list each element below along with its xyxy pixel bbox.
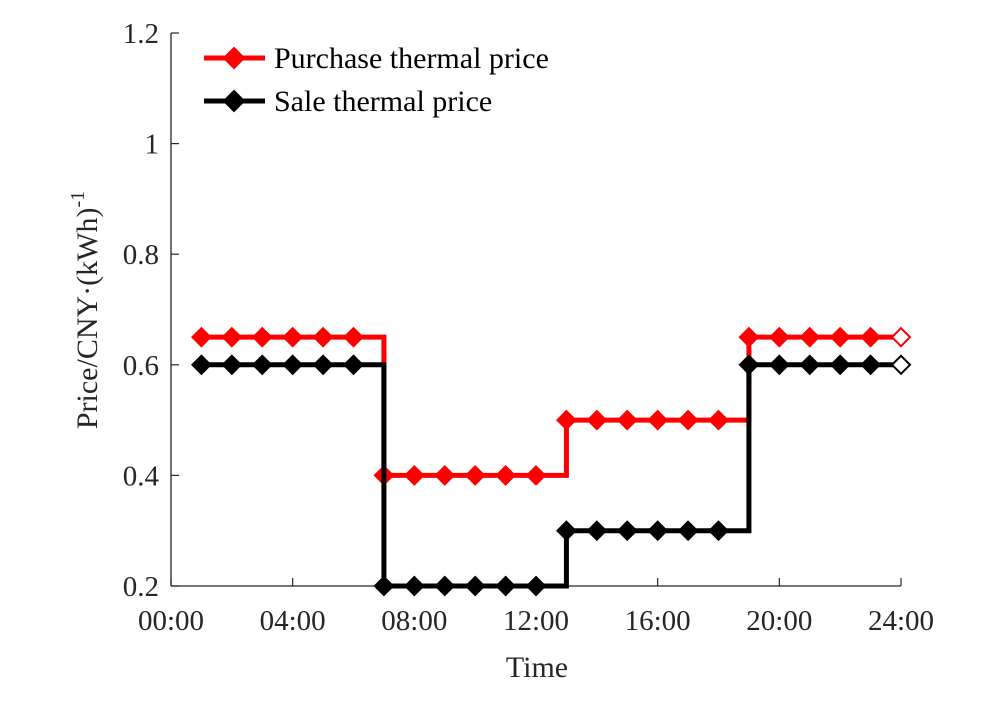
data-point	[890, 354, 912, 376]
data-point	[616, 409, 638, 431]
data-point	[434, 575, 456, 597]
data-point	[708, 520, 729, 542]
data-point	[312, 326, 334, 348]
data-point	[343, 326, 364, 348]
data-point	[768, 354, 790, 376]
y-tick-label: 0.6	[123, 350, 159, 382]
data-point	[495, 464, 516, 486]
data-point	[677, 409, 699, 431]
y-tick-label: 1	[145, 129, 160, 161]
axes: 0.2 0.4 0.6 0.8 1 1.2 00:00 04:00 08:00 12:00 16:0…	[123, 18, 934, 637]
data-point	[373, 575, 395, 597]
data-point	[464, 464, 486, 486]
series-line	[201, 334, 901, 478]
y-axis-title-text: Price/CNY·(kWh)	[71, 208, 104, 430]
legend: Purchase thermal price Sale thermal price	[204, 42, 549, 118]
data-point	[464, 575, 486, 597]
data-point	[829, 326, 851, 348]
y-axis-title: Price/CNY·(kWh)-1	[67, 191, 104, 429]
x-tick-label: 08:00	[381, 605, 447, 637]
data-point	[282, 326, 304, 348]
data-point	[191, 326, 212, 348]
data-point	[251, 354, 273, 376]
x-tick-label: 12:00	[503, 605, 569, 637]
axis-labels: Time Price/CNY·(kWh)-1	[67, 191, 568, 684]
legend-marker	[222, 89, 246, 113]
data-point	[586, 520, 608, 542]
data-point	[403, 575, 425, 597]
data-point	[829, 354, 851, 376]
data-point	[799, 354, 821, 376]
x-tick-label: 24:00	[868, 605, 934, 637]
data-point	[403, 464, 425, 486]
data-point	[525, 575, 547, 597]
data-point	[251, 326, 273, 348]
data-point	[768, 326, 790, 348]
data-point	[799, 326, 821, 348]
series-1	[191, 326, 912, 486]
x-tick-label: 00:00	[138, 605, 204, 637]
data-point	[312, 354, 334, 376]
x-tick-label: 16:00	[625, 605, 691, 637]
data-point	[282, 354, 304, 376]
legend-label: Purchase thermal price	[274, 42, 549, 75]
legend-label: Sale thermal price	[274, 85, 492, 118]
data-point	[191, 354, 212, 376]
data-point	[495, 575, 516, 597]
y-axis-title-superscript: -1	[67, 191, 89, 208]
data-point	[343, 354, 364, 376]
data-point	[738, 326, 760, 348]
data-point	[890, 326, 912, 348]
x-tick-label: 20:00	[746, 605, 812, 637]
data-point	[647, 409, 669, 431]
series-2	[191, 354, 912, 597]
data-point	[616, 520, 638, 542]
data-point	[586, 409, 608, 431]
data-point	[677, 520, 699, 542]
x-axis-title: Time	[506, 651, 568, 684]
x-tick-label: 04:00	[260, 605, 326, 637]
data-point	[738, 354, 760, 376]
data-point	[860, 326, 881, 348]
y-tick-label: 0.8	[123, 239, 159, 271]
legend-item-2: Sale thermal price	[204, 85, 492, 118]
data-point	[434, 464, 456, 486]
legend-item-1: Purchase thermal price	[204, 42, 549, 75]
legend-marker	[222, 46, 246, 70]
data-point	[860, 354, 881, 376]
data-point	[708, 409, 729, 431]
data-point	[556, 520, 577, 542]
y-tick-label: 0.4	[123, 460, 160, 492]
y-tick-label: 1.2	[123, 18, 159, 50]
data-point	[221, 354, 243, 376]
data-point	[221, 326, 243, 348]
data-point	[556, 409, 577, 431]
series-layer	[191, 326, 912, 597]
y-tick-label: 0.2	[123, 571, 159, 603]
data-point	[525, 464, 547, 486]
data-point	[647, 520, 669, 542]
